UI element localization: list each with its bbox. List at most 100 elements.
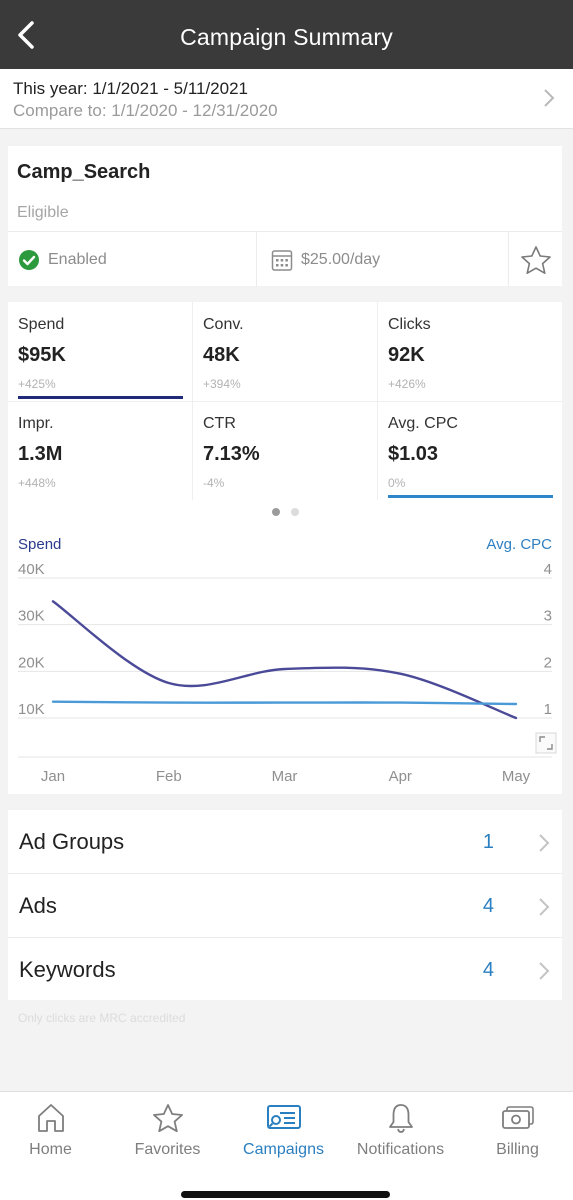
tab-label: Campaigns bbox=[243, 1141, 324, 1158]
x-tick-label: Mar bbox=[272, 768, 298, 785]
list-item-label: Ad Groups bbox=[19, 829, 125, 854]
chart-canvas: 10K 20K 30K 40K 1 2 3 4 Jan Feb Mar Apr May bbox=[18, 561, 557, 785]
tab-label: Notifications bbox=[356, 1141, 445, 1158]
metric-change: 0% bbox=[388, 476, 406, 490]
metric-change: +394% bbox=[203, 377, 241, 391]
metric-tile-impressions[interactable]: Impr. 1.3M +448% bbox=[8, 401, 192, 499]
campaigns-icon bbox=[266, 1105, 301, 1129]
list-item-ad-groups[interactable]: Ad Groups 1 bbox=[8, 810, 562, 873]
campaign-info-row: Enabled $25.00/day bbox=[8, 231, 562, 287]
y-right-tick-label: 4 bbox=[544, 561, 552, 578]
tab-campaigns[interactable]: Campaigns bbox=[226, 1092, 341, 1172]
x-tick-label: Apr bbox=[389, 768, 412, 785]
date-range-selector[interactable]: This year: 1/1/2021 - 5/11/2021 Compare … bbox=[0, 69, 573, 129]
metric-value: 48K bbox=[203, 344, 240, 366]
tab-label: Home bbox=[29, 1141, 72, 1158]
check-circle-icon bbox=[18, 249, 40, 271]
star-icon bbox=[520, 245, 551, 274]
metrics-grid: Spend $95K +425% Conv. 48K +394% Clicks … bbox=[8, 302, 562, 502]
billing-icon bbox=[501, 1106, 534, 1129]
y-left-tick-label: 10K bbox=[18, 701, 45, 718]
status-label: Enabled bbox=[48, 250, 107, 268]
budget-label: $25.00/day bbox=[301, 250, 381, 268]
metric-change: +425% bbox=[18, 377, 56, 391]
y-left-tick-label: 20K bbox=[18, 654, 45, 671]
metric-change: -4% bbox=[203, 476, 225, 490]
metric-tile-spend[interactable]: Spend $95K +425% bbox=[8, 302, 192, 400]
metric-tile-ctr[interactable]: CTR 7.13% -4% bbox=[193, 401, 377, 499]
metric-value: $95K bbox=[18, 344, 66, 366]
x-tick-label: Jan bbox=[41, 768, 65, 785]
chevron-left-icon bbox=[18, 21, 34, 49]
selected-indicator bbox=[203, 396, 368, 399]
list-item-label: Keywords bbox=[19, 957, 116, 982]
expand-icon bbox=[535, 732, 557, 754]
list-item-ads[interactable]: Ads 4 bbox=[8, 873, 562, 936]
bottom-tab-bar: Home Favorites Campaigns Notifications B… bbox=[0, 1091, 573, 1200]
metrics-card: Spend $95K +425% Conv. 48K +394% Clicks … bbox=[8, 302, 562, 794]
bell-icon bbox=[388, 1104, 413, 1133]
metric-tile-conversions[interactable]: Conv. 48K +394% bbox=[193, 302, 377, 400]
list-item-count: 4 bbox=[482, 959, 494, 981]
list-item-count: 1 bbox=[482, 831, 494, 853]
metric-label: Clicks bbox=[388, 316, 431, 333]
y-right-tick-label: 3 bbox=[544, 608, 552, 625]
x-tick-label: May bbox=[502, 768, 531, 785]
status-toggle[interactable]: Enabled bbox=[18, 232, 256, 287]
campaign-name: Camp_Search bbox=[17, 161, 151, 183]
page-dot-2[interactable] bbox=[290, 508, 299, 516]
spend-cpc-chart: 10K 20K 30K 40K 1 2 3 4 Jan Feb Mar Apr May Spend Av… bbox=[8, 528, 562, 794]
calendar-icon bbox=[271, 248, 293, 272]
selected-indicator bbox=[18, 495, 183, 498]
tab-favorites[interactable]: Favorites bbox=[110, 1092, 225, 1172]
tab-label: Favorites bbox=[134, 1141, 201, 1158]
metric-label: Impr. bbox=[18, 415, 54, 432]
metric-label: Avg. CPC bbox=[388, 415, 458, 432]
tab-billing[interactable]: Billing bbox=[460, 1092, 573, 1172]
top-bar: Campaign Summary bbox=[0, 0, 573, 69]
divider bbox=[8, 401, 562, 402]
back-button[interactable] bbox=[8, 16, 44, 54]
this-year-range: This year: 1/1/2021 - 5/11/2021 bbox=[13, 79, 249, 98]
page-dot-1[interactable] bbox=[271, 508, 280, 516]
list-item-count: 4 bbox=[482, 895, 494, 917]
tab-home[interactable]: Home bbox=[0, 1092, 108, 1172]
list-item-keywords[interactable]: Keywords 4 bbox=[8, 937, 562, 1000]
star-icon bbox=[152, 1104, 183, 1133]
right-axis-legend: Avg. CPC bbox=[486, 536, 552, 553]
metric-value: 7.13% bbox=[203, 443, 260, 465]
chevron-right-icon bbox=[539, 962, 550, 980]
favorite-button[interactable] bbox=[508, 232, 562, 287]
budget-cell[interactable]: $25.00/day bbox=[256, 232, 508, 287]
chevron-right-icon bbox=[539, 898, 550, 916]
selected-indicator bbox=[18, 396, 183, 399]
list-item-label: Ads bbox=[19, 893, 57, 918]
selected-indicator bbox=[388, 396, 553, 399]
metric-label: Spend bbox=[18, 316, 65, 333]
selected-indicator bbox=[388, 495, 553, 498]
tab-notifications[interactable]: Notifications bbox=[343, 1092, 458, 1172]
y-right-tick-label: 1 bbox=[544, 701, 552, 718]
metric-tile-avg-cpc[interactable]: Avg. CPC $1.03 0% bbox=[378, 401, 562, 499]
y-right-tick-label: 2 bbox=[544, 654, 552, 671]
tab-label: Billing bbox=[496, 1141, 539, 1158]
metric-tile-clicks[interactable]: Clicks 92K +426% bbox=[378, 302, 562, 400]
metric-change: +426% bbox=[388, 377, 426, 391]
y-left-tick-label: 40K bbox=[18, 561, 45, 578]
campaign-children-list: Ad Groups 1 Ads 4 Keywords 4 bbox=[8, 810, 562, 1000]
metric-value: $1.03 bbox=[388, 443, 439, 465]
metric-value: 92K bbox=[388, 344, 425, 366]
chevron-right-icon bbox=[539, 834, 550, 852]
metric-value: 1.3M bbox=[18, 443, 63, 465]
series-line-spend bbox=[51, 600, 518, 720]
metric-change: +448% bbox=[18, 476, 56, 490]
page-indicator[interactable] bbox=[8, 508, 562, 518]
compare-to-range: Compare to: 1/1/2020 - 12/31/2020 bbox=[13, 101, 278, 120]
selected-indicator bbox=[203, 495, 368, 498]
metric-label: Conv. bbox=[203, 316, 244, 333]
chevron-right-icon bbox=[544, 89, 555, 107]
eligibility-status: Eligible bbox=[17, 204, 69, 221]
page-title: Campaign Summary bbox=[180, 24, 393, 50]
metric-label: CTR bbox=[203, 415, 236, 432]
left-axis-legend: Spend bbox=[18, 536, 62, 553]
